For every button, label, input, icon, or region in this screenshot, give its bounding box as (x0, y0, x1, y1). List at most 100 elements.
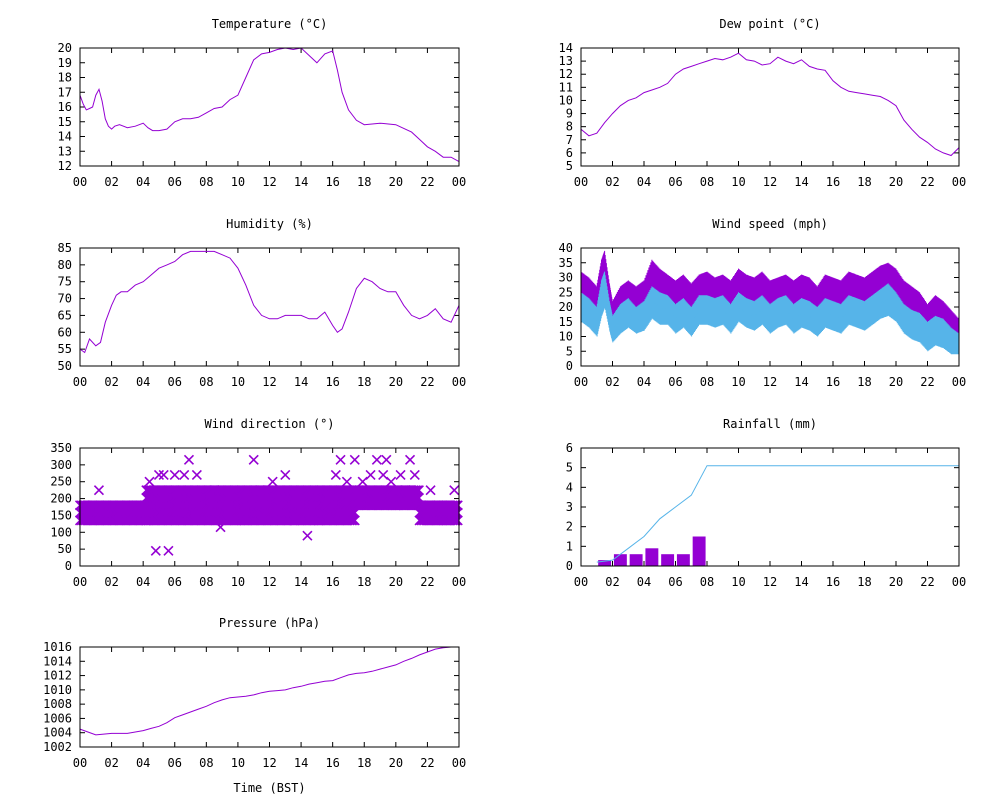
x-tick-label: 10 (731, 575, 745, 589)
y-tick-label: 1010 (43, 683, 72, 697)
direction-point (404, 454, 416, 465)
y-tick-label: 85 (58, 241, 72, 255)
x-tick-label: 00 (452, 756, 466, 770)
direction-point (93, 485, 105, 496)
x-tick-label: 18 (357, 575, 371, 589)
x-marker-stroke (412, 485, 423, 496)
y-tick-label: 40 (559, 241, 573, 255)
direction-point (153, 469, 165, 481)
x-tick-label: 16 (325, 756, 339, 770)
y-tick-label: 1014 (43, 654, 72, 668)
x-tick-label: 14 (294, 175, 308, 189)
y-tick-label: 10 (559, 93, 573, 107)
direction-point (302, 530, 313, 541)
x-tick-label: 00 (452, 375, 466, 389)
x-marker-stroke (158, 469, 169, 481)
x-marker-stroke (344, 500, 356, 511)
x-tick-label: 20 (889, 175, 903, 189)
x-marker-stroke (215, 522, 226, 533)
y-tick-label: 6 (566, 146, 573, 160)
x-tick-label: 12 (262, 175, 276, 189)
x-tick-label: 02 (104, 756, 118, 770)
x-tick-label: 10 (231, 756, 245, 770)
x-tick-label: 06 (168, 756, 182, 770)
direction-point (449, 500, 460, 511)
direction-point (183, 454, 195, 465)
y-tick-label: 65 (58, 308, 72, 322)
x-marker-stroke (449, 507, 460, 518)
x-tick-label: 04 (637, 375, 651, 389)
x-tick-label: 12 (262, 575, 276, 589)
y-tick-label: 0 (566, 559, 573, 573)
x-tick-label: 00 (574, 175, 588, 189)
x-marker-stroke (433, 500, 444, 511)
direction-point (289, 515, 300, 526)
x-tick-label: 08 (700, 375, 714, 389)
direction-point (239, 515, 250, 526)
y-tick-label: 1008 (43, 697, 72, 711)
y-tick-label: 80 (58, 258, 72, 272)
x-tick-label: 18 (857, 175, 871, 189)
plot-frame (79, 646, 460, 748)
y-tick-label: 19 (58, 56, 72, 70)
y-tick-label: 20 (559, 300, 573, 314)
x-marker-stroke (390, 500, 401, 511)
x-marker-stroke (341, 476, 352, 487)
direction-point (400, 485, 411, 496)
x-tick-label: 00 (574, 375, 588, 389)
x-tick-label: 00 (574, 575, 588, 589)
y-tick-label: 50 (58, 359, 72, 373)
y-tick-label: 4 (566, 480, 573, 494)
x-marker-stroke (409, 469, 420, 481)
x-tick-label: 10 (231, 575, 245, 589)
x-marker-stroke (452, 515, 463, 526)
direction-point (131, 500, 142, 511)
y-tick-label: 30 (559, 271, 573, 285)
direction-point (313, 515, 324, 526)
y-tick-label: 15 (58, 115, 72, 129)
x-tick-label: 16 (826, 375, 840, 389)
x-tick-label: 16 (325, 175, 339, 189)
direction-point (267, 476, 278, 487)
direction-point (215, 522, 226, 533)
chart-title: Humidity (%) (226, 217, 313, 231)
y-tick-label: 5 (566, 461, 573, 475)
y-tick-label: 13 (559, 54, 573, 68)
x-tick-label: 08 (199, 756, 213, 770)
x-marker-stroke (183, 454, 195, 465)
direction-point (248, 454, 259, 465)
y-tick-label: 1006 (43, 711, 72, 725)
x-marker-stroke (412, 492, 423, 503)
x-tick-label: 12 (262, 375, 276, 389)
rain-bar (629, 554, 643, 566)
x-marker-stroke (79, 500, 90, 511)
direction-point (452, 500, 463, 511)
x-tick-label: 20 (889, 575, 903, 589)
y-tick-label: 25 (559, 285, 573, 299)
y-tick-label: 1016 (43, 640, 72, 654)
x-tick-label: 06 (168, 175, 182, 189)
chart-title: Temperature (°C) (212, 17, 328, 31)
direction-point (386, 476, 397, 487)
direction-point (395, 469, 406, 481)
series-0-line (580, 52, 960, 157)
series-0-line (79, 646, 459, 736)
x-tick-label: 18 (357, 756, 371, 770)
x-marker-stroke (179, 469, 190, 481)
direction-point (441, 515, 452, 526)
direction-point (150, 545, 161, 556)
x-tick-label: 20 (389, 756, 403, 770)
direction-point (449, 485, 460, 496)
y-tick-label: 1 (566, 539, 573, 553)
direction-point (79, 500, 90, 511)
x-tick-label: 14 (794, 375, 808, 389)
direction-point (412, 485, 423, 496)
x-marker-stroke (378, 469, 389, 481)
x-tick-label: 22 (920, 375, 934, 389)
series-0-line (580, 265, 960, 337)
x-tick-label: 22 (420, 375, 434, 389)
chart-panel-4: Wind direction (°) 0 50 100 150 200 250 300 350 0… (50, 417, 466, 589)
x-marker-stroke (248, 454, 259, 465)
x-marker-stroke (153, 469, 165, 481)
